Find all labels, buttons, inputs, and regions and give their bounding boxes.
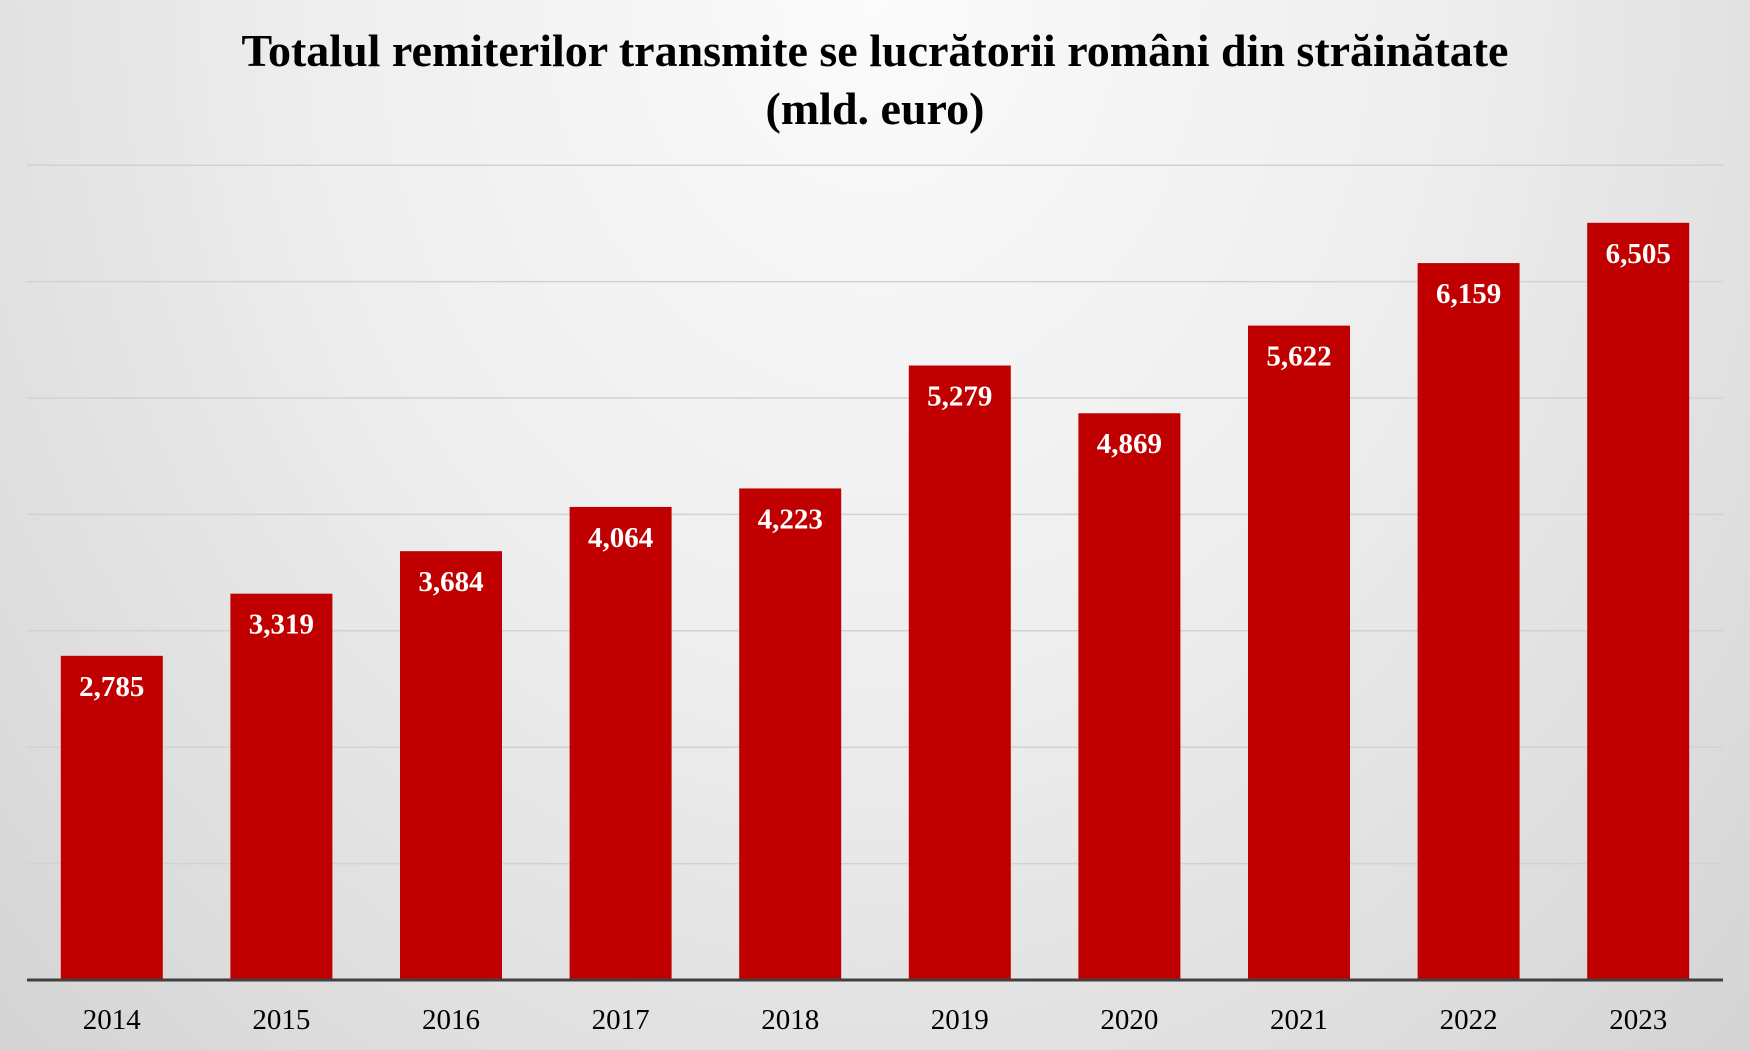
bar-2023 — [1587, 222, 1690, 980]
bar-2014 — [60, 655, 163, 980]
data-label-2019: 5,279 — [927, 381, 992, 413]
data-label-2023: 6,505 — [1606, 238, 1671, 270]
x-tick-label-2015: 2015 — [252, 1004, 310, 1036]
bar-2015 — [230, 593, 333, 980]
x-tick-label-2017: 2017 — [592, 1004, 650, 1036]
bar-2016 — [400, 551, 502, 980]
x-tick-label-2018: 2018 — [761, 1004, 819, 1036]
chart-title-line-2: (mld. euro) — [765, 83, 985, 134]
bar-2017 — [569, 506, 672, 980]
x-tick-label-2019: 2019 — [931, 1004, 989, 1036]
data-label-2018: 4,223 — [758, 503, 823, 535]
chart-title: Totalul remiterilor transmite se lucrăto… — [0, 22, 1750, 138]
bar-2019 — [908, 365, 1011, 980]
x-tick-label-2016: 2016 — [422, 1004, 480, 1036]
data-label-2022: 6,159 — [1436, 278, 1501, 310]
x-tick-label-2022: 2022 — [1440, 1004, 1498, 1036]
x-tick-label-2021: 2021 — [1270, 1004, 1328, 1036]
x-tick-label-2020: 2020 — [1100, 1004, 1158, 1036]
x-tick-label-2014: 2014 — [83, 1004, 142, 1036]
bar-2020 — [1078, 413, 1181, 980]
x-tick-label-2023: 2023 — [1609, 1004, 1667, 1036]
chart-title-line-1: Totalul remiterilor transmite se lucrăto… — [241, 25, 1509, 76]
bar-2018 — [739, 488, 842, 980]
data-label-2017: 4,064 — [588, 522, 653, 554]
data-label-2021: 5,622 — [1266, 341, 1331, 373]
data-label-2014: 2,785 — [79, 671, 144, 703]
data-label-2016: 3,684 — [418, 566, 483, 598]
data-label-2020: 4,869 — [1097, 428, 1162, 460]
data-label-2015: 3,319 — [249, 609, 314, 641]
bar-2022 — [1417, 263, 1520, 980]
bar-2021 — [1248, 325, 1350, 980]
